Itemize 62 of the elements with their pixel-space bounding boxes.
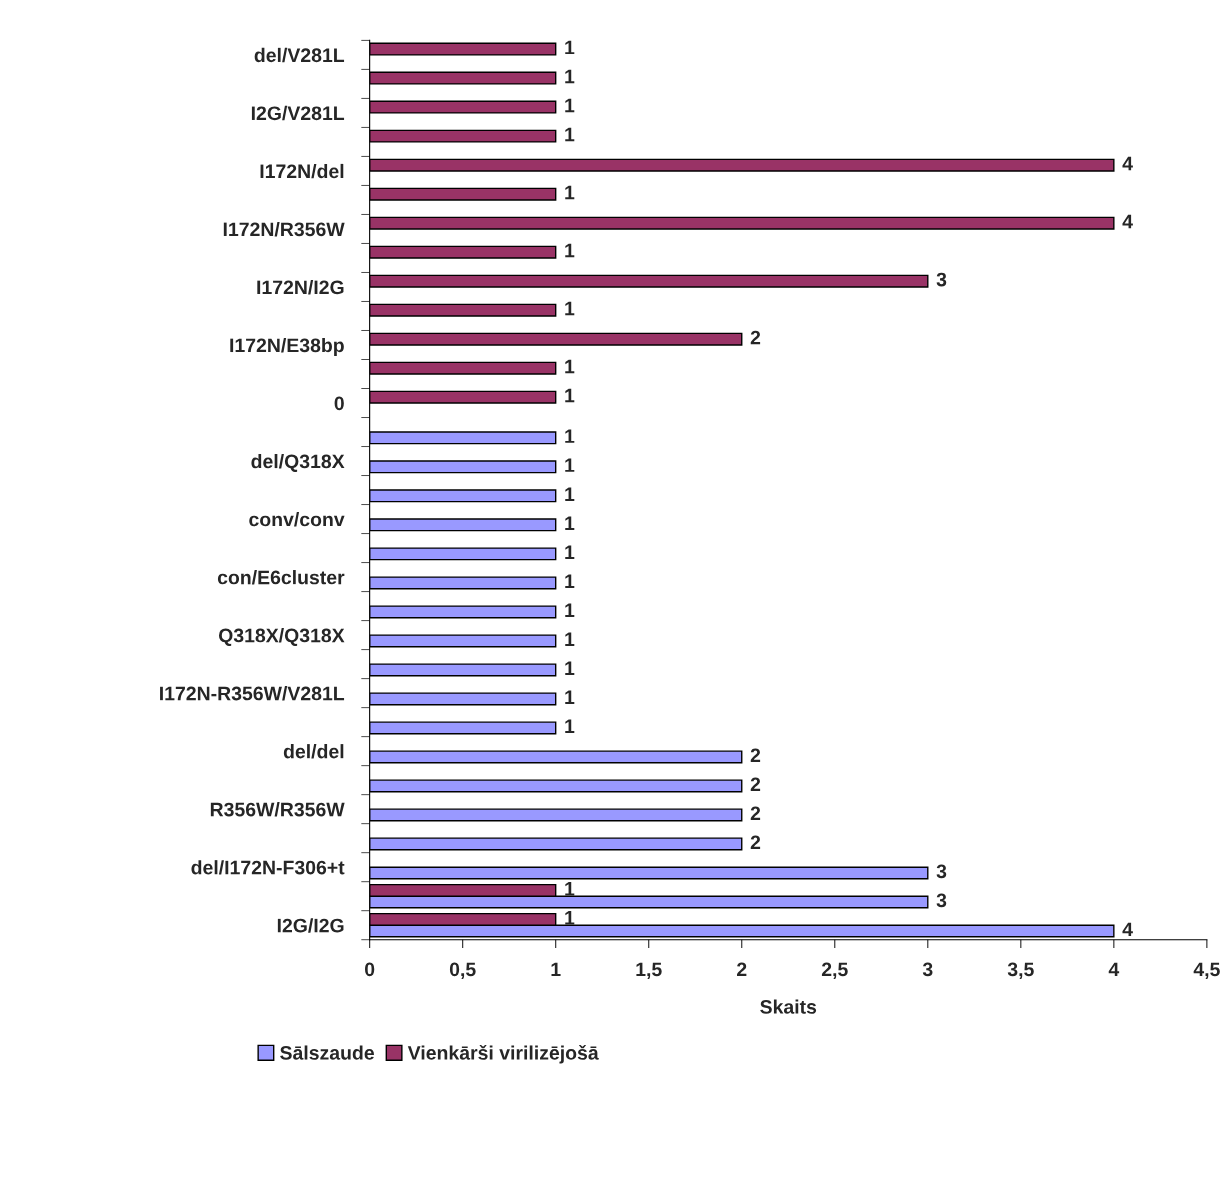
- data-label: 1: [565, 301, 575, 316]
- data-label: 1: [565, 516, 575, 530]
- data-label: 1: [565, 690, 575, 704]
- data-label: 1: [565, 911, 575, 925]
- x-tick-label: 0: [365, 962, 375, 977]
- x-tick-label: 3: [922, 962, 933, 977]
- y-tick-label: I172N/del: [260, 163, 344, 179]
- data-label: 1: [565, 661, 575, 675]
- data-label: 2: [750, 330, 761, 345]
- y-tick-label: 0: [334, 396, 344, 411]
- data-label: 3: [936, 864, 947, 879]
- x-tick-label: 2,5: [821, 962, 848, 980]
- y-tick-label: del/I172N-F306+t: [191, 860, 345, 875]
- y-tick-label: I172N-R356W/V281L: [160, 686, 345, 701]
- y-tick-label: I2G/V281L: [251, 105, 345, 121]
- x-tick-label: 2: [737, 962, 747, 977]
- legend-label: Vienkārši virilizējošā: [407, 1045, 599, 1064]
- y-tick-label: I2G/I2G: [277, 918, 344, 933]
- y-tick-label: conv/conv: [249, 512, 345, 527]
- data-label: 2: [750, 806, 761, 820]
- x-tick-label: 1: [551, 962, 561, 977]
- data-label: 3: [936, 893, 947, 908]
- y-tick-label: con/E6cluster: [217, 570, 345, 585]
- data-label: 1: [565, 429, 575, 443]
- y-tick-label: R356W/R356W: [210, 802, 345, 817]
- y-tick-label: del/del: [283, 744, 344, 759]
- x-tick-label: 3,5: [1007, 962, 1034, 980]
- data-label: 2: [750, 835, 761, 849]
- data-label: 2: [750, 748, 761, 762]
- data-label: 1: [565, 40, 575, 55]
- y-tick-label: I172N/R356W: [223, 221, 345, 237]
- x-tick-label: 1,5: [636, 962, 662, 980]
- data-label: 1: [565, 719, 575, 733]
- y-tick-label: del/V281L: [254, 47, 345, 63]
- x-tick-label: 4: [1108, 962, 1120, 977]
- data-label: 4: [1122, 922, 1133, 937]
- data-label: 1: [565, 185, 575, 200]
- data-label: 1: [565, 127, 575, 142]
- x-tick-label: 0,5: [449, 962, 476, 980]
- data-label: 1: [565, 458, 575, 472]
- data-label: 1: [565, 388, 575, 403]
- data-label: 1: [565, 69, 575, 84]
- data-label: 1: [565, 545, 575, 559]
- legend-label: Sālszaude: [280, 1045, 374, 1060]
- y-tick-label: del/Q318X: [251, 453, 345, 472]
- data-label: 1: [565, 98, 575, 113]
- data-label: 4: [1122, 156, 1133, 171]
- data-label: 1: [565, 359, 575, 374]
- y-tick-label: Q318X/Q318X: [218, 628, 345, 646]
- x-axis-title: Skaits: [760, 999, 817, 1014]
- data-label: 1: [565, 243, 575, 258]
- data-label: 1: [565, 882, 575, 896]
- data-label: 4: [1122, 214, 1133, 229]
- x-tick-label: 4,5: [1193, 962, 1220, 980]
- data-label: 1: [565, 487, 575, 501]
- data-label: 1: [565, 603, 575, 617]
- data-label: 1: [565, 632, 575, 646]
- data-label: 3: [936, 272, 947, 287]
- y-tick-label: I172N/E38bp: [230, 337, 344, 357]
- y-tick-label: I172N/I2G: [257, 279, 344, 295]
- data-label: 1: [565, 574, 575, 588]
- data-label: 2: [750, 777, 761, 791]
